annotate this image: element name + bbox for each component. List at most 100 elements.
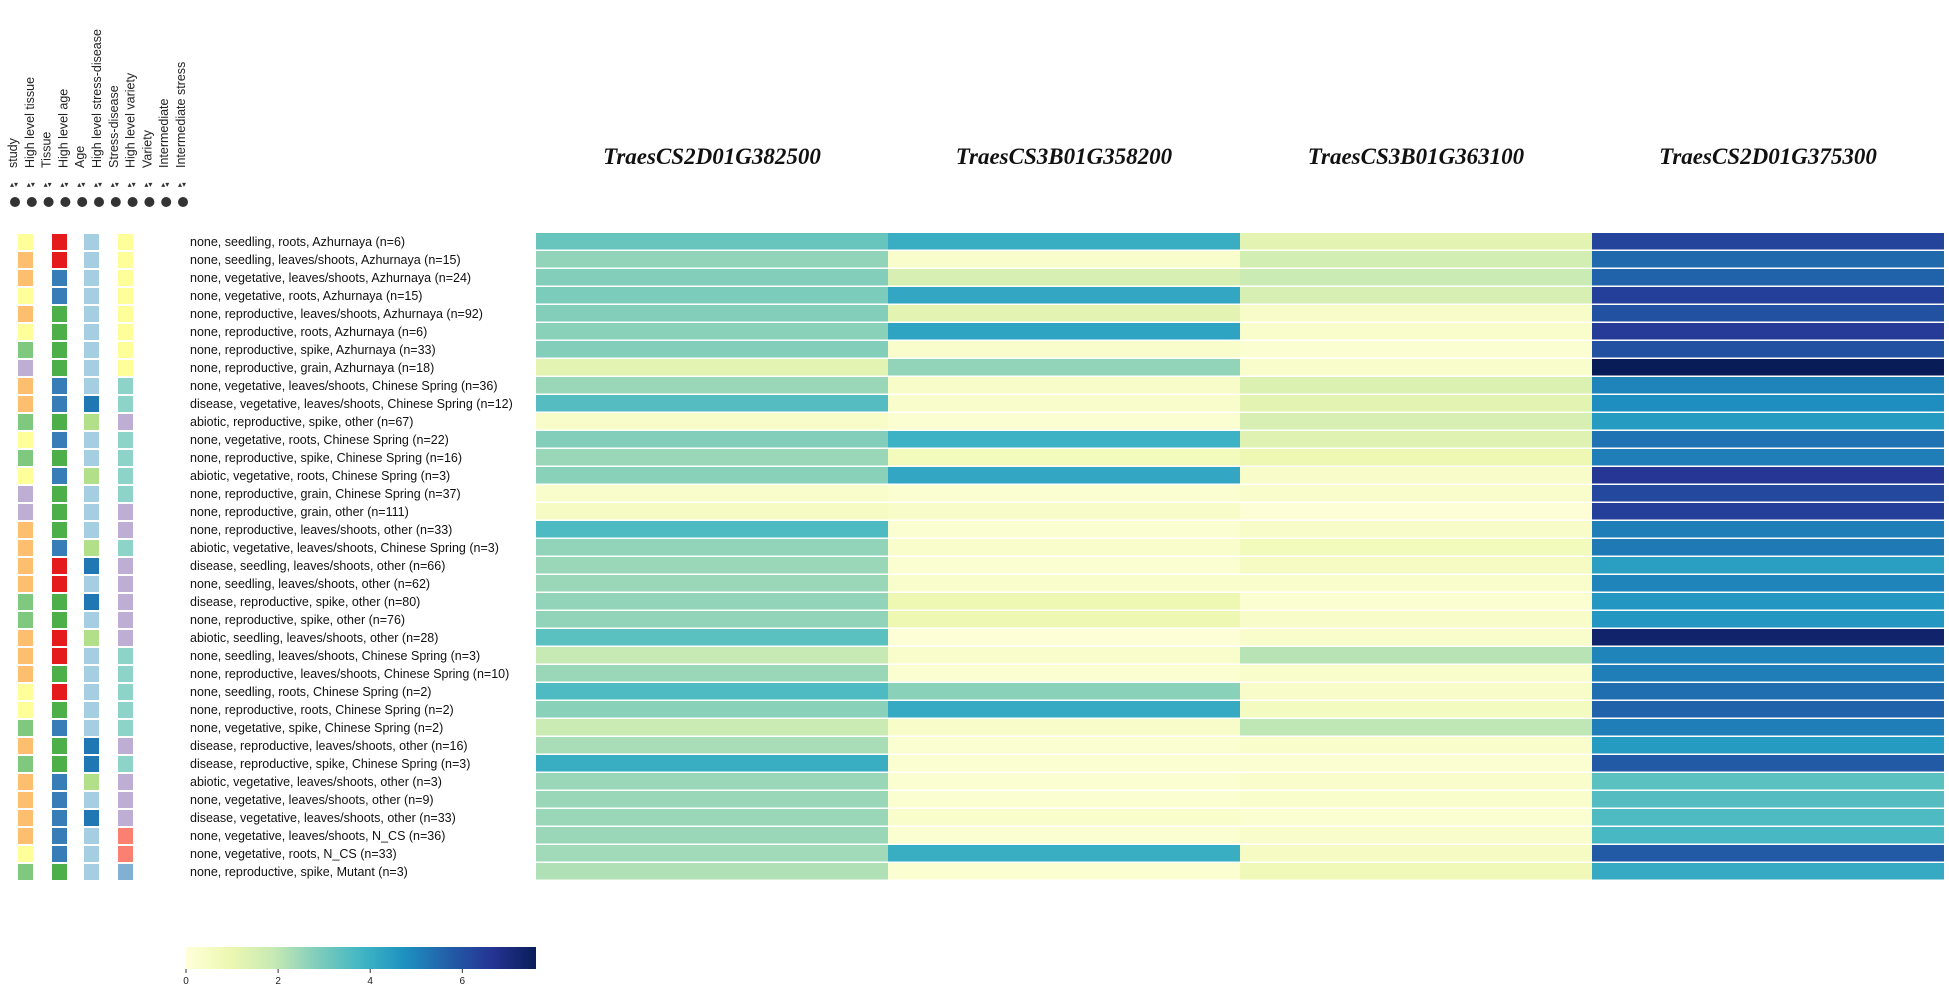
annotation-cell [52, 270, 67, 286]
heatmap-cell [536, 359, 888, 376]
annotation-cell [84, 450, 99, 466]
annotation-cell [84, 558, 99, 574]
heatmap-cell [1592, 467, 1944, 484]
heatmap-cell [536, 611, 888, 628]
annotation-cell [118, 378, 133, 394]
heatmap-cell [888, 845, 1240, 862]
annotation-cell [84, 702, 99, 718]
annotation-cell [18, 450, 33, 466]
heatmap-cell [1240, 503, 1592, 520]
heatmap-cell [1240, 467, 1592, 484]
annotation-cell [52, 378, 67, 394]
annotation-cell [18, 522, 33, 538]
sort-toggle-0[interactable]: ▴▾ [10, 180, 18, 189]
sort-dot-0[interactable] [10, 197, 20, 207]
sort-toggle-3[interactable]: ▴▾ [60, 180, 68, 189]
sort-dot-8[interactable] [144, 197, 155, 207]
heatmap-cell [888, 431, 1240, 448]
annotation-cell [52, 756, 67, 772]
heatmap-cell [1240, 845, 1592, 862]
heatmap-cell [1240, 791, 1592, 808]
row-label-6: none, reproductive, spike, Azhurnaya (n=… [190, 343, 436, 357]
sort-toggle-5[interactable]: ▴▾ [94, 180, 102, 189]
row-label-28: disease, reproductive, leaves/shoots, ot… [190, 739, 468, 753]
sort-toggle-10[interactable]: ▴▾ [178, 180, 186, 189]
heatmap-cell [536, 269, 888, 286]
sort-dot-3[interactable] [60, 197, 71, 207]
heatmap-cell [888, 467, 1240, 484]
annotation-cell [18, 612, 33, 628]
sort-toggle-1[interactable]: ▴▾ [27, 180, 35, 189]
heatmap-cell [1240, 737, 1592, 754]
row-label-8: none, vegetative, leaves/shoots, Chinese… [190, 379, 497, 393]
heatmap-cell [536, 341, 888, 358]
annotation-cell [18, 666, 33, 682]
sort-dot-4[interactable] [77, 197, 88, 207]
annotation-cell [18, 738, 33, 754]
heatmap-cell [888, 683, 1240, 700]
row-label-13: abiotic, vegetative, roots, Chinese Spri… [190, 469, 450, 483]
sort-dot-10[interactable] [178, 197, 188, 207]
row-label-5: none, reproductive, roots, Azhurnaya (n=… [190, 325, 427, 339]
sort-dot-1[interactable] [26, 197, 37, 207]
heatmap-cell [1240, 449, 1592, 466]
annotation-header-10: Intermediate stress [174, 62, 188, 168]
row-label-34: none, vegetative, roots, N_CS (n=33) [190, 847, 397, 861]
annotation-sort-controls[interactable]: ▴▾ ▴▾ ▴▾ ▴▾ ▴▾ ▴▾ ▴▾ ▴▾ ▴▾ ▴▾ ▴▾ [10, 180, 188, 207]
annotation-cell [118, 594, 133, 610]
annotation-cell [84, 252, 99, 268]
heatmap-cell [888, 287, 1240, 304]
heatmap-cell [888, 413, 1240, 430]
row-label-22: abiotic, seedling, leaves/shoots, other … [190, 631, 438, 645]
heatmap-cell [536, 449, 888, 466]
annotation-cell [52, 234, 67, 250]
heatmap-cell [1240, 323, 1592, 340]
annotation-cell [118, 828, 133, 844]
heatmap-cell [1592, 233, 1944, 250]
heatmap-cell [1592, 269, 1944, 286]
sort-dot-7[interactable] [127, 197, 138, 207]
heatmap-cell [536, 557, 888, 574]
heatmap-cell [1592, 611, 1944, 628]
annotation-cell [84, 810, 99, 826]
heatmap-cell [1592, 323, 1944, 340]
annotation-header-9: Intermediate [157, 98, 171, 168]
annotation-cell [118, 864, 133, 880]
sort-dot-5[interactable] [94, 197, 104, 207]
heatmap-cell [1240, 377, 1592, 394]
heatmap-cell [1240, 647, 1592, 664]
annotation-cell [118, 450, 133, 466]
annotation-cell [118, 774, 133, 790]
heatmap-cell [1240, 539, 1592, 556]
sort-toggle-8[interactable]: ▴▾ [144, 180, 152, 189]
annotation-cell [52, 468, 67, 484]
sort-dot-2[interactable] [43, 197, 54, 207]
annotation-cell [52, 828, 67, 844]
heatmap-cell [536, 845, 888, 862]
sort-toggle-4[interactable]: ▴▾ [77, 180, 85, 189]
annotation-cell [52, 432, 67, 448]
heatmap-cell [536, 503, 888, 520]
annotation-cell [84, 468, 99, 484]
heatmap-cell [1592, 341, 1944, 358]
sort-dot-9[interactable] [161, 197, 172, 207]
sort-dot-6[interactable] [110, 197, 121, 207]
annotation-cell [118, 756, 133, 772]
annotation-cell [84, 324, 99, 340]
sort-toggle-9[interactable]: ▴▾ [161, 180, 169, 189]
annotation-cell [118, 504, 133, 520]
annotation-cell [84, 378, 99, 394]
row-label-0: none, seedling, roots, Azhurnaya (n=6) [190, 235, 405, 249]
gene-header-3: TraesCS2D01G375300 [1659, 144, 1877, 169]
annotation-cell [84, 846, 99, 862]
sort-toggle-7[interactable]: ▴▾ [128, 180, 136, 189]
annotation-cell [84, 486, 99, 502]
heatmap-cell [888, 485, 1240, 502]
heatmap-cell [536, 575, 888, 592]
sort-toggle-2[interactable]: ▴▾ [44, 180, 52, 189]
heatmap-cell [888, 863, 1240, 880]
heatmap-cell [536, 791, 888, 808]
heatmap-cell [1240, 287, 1592, 304]
heatmap-cell [1592, 773, 1944, 790]
sort-toggle-6[interactable]: ▴▾ [111, 180, 119, 189]
